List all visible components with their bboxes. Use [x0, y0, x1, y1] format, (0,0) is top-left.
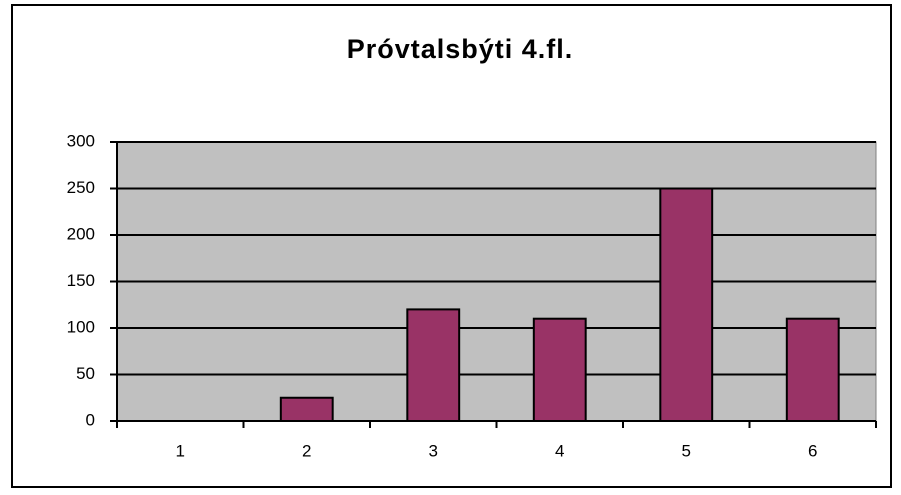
y-tick-label: 150	[67, 271, 95, 290]
x-tick-label: 4	[555, 441, 564, 460]
bar	[659, 187, 714, 422]
y-tick-label: 50	[76, 364, 95, 383]
y-tick-label: 250	[67, 178, 95, 197]
bar	[785, 317, 840, 423]
x-tick-label: 3	[429, 441, 438, 460]
chart-title: Próvtalsbýti 4.fl.	[347, 34, 574, 64]
x-tick-label: 5	[682, 441, 691, 460]
y-tick-label: 300	[67, 131, 95, 150]
x-tick-label: 1	[176, 441, 185, 460]
y-tick-label: 100	[67, 317, 95, 336]
x-tick-label: 6	[808, 441, 817, 460]
y-tick-label: 200	[67, 224, 95, 243]
y-tick-label: 0	[86, 410, 95, 429]
bar	[279, 396, 334, 422]
bar	[406, 308, 461, 422]
bar	[532, 317, 587, 423]
x-tick-label: 2	[302, 441, 311, 460]
